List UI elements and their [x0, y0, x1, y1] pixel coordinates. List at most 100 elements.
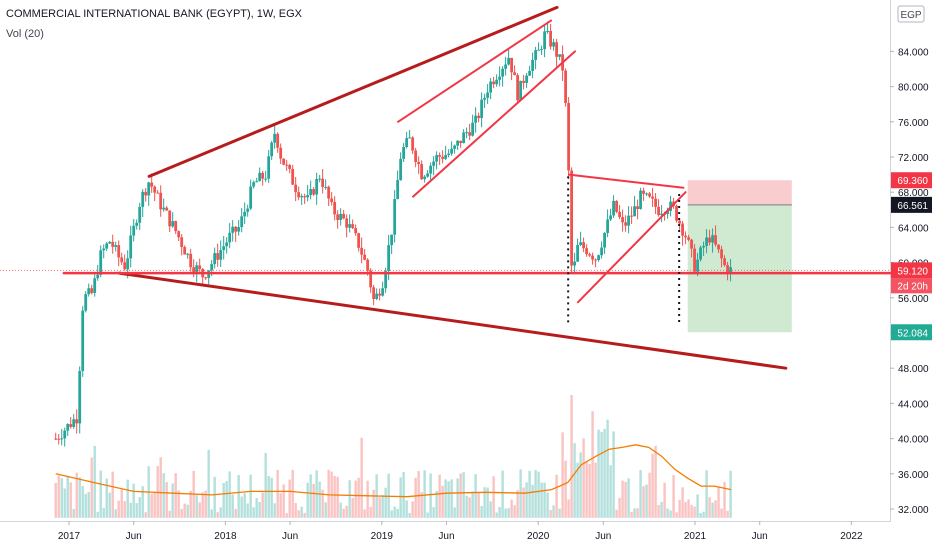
volume-bar	[708, 497, 711, 518]
candle-body	[147, 182, 151, 196]
candle-body	[105, 243, 109, 249]
volume-bar	[606, 419, 609, 518]
price-label-entry	[891, 196, 932, 213]
volume-bar	[360, 437, 363, 518]
candle-body	[636, 206, 639, 209]
volume-bar	[126, 479, 129, 518]
volume-bar	[537, 471, 540, 518]
volume-bar	[654, 445, 657, 518]
time-tick-label: Jun	[752, 531, 768, 542]
candle-body	[627, 215, 630, 226]
volume-bar	[90, 457, 93, 518]
volume-bar	[705, 470, 708, 518]
candle-body	[393, 199, 397, 235]
candle-body	[528, 70, 532, 76]
candle-body	[447, 153, 451, 156]
candle-body	[624, 222, 627, 226]
volume-bar	[342, 508, 345, 518]
candle-body	[519, 80, 523, 101]
stop-loss-zone	[687, 180, 792, 205]
candle-body	[648, 193, 651, 197]
volume-bar	[165, 482, 168, 518]
candle-body	[339, 213, 343, 220]
candle-body	[195, 265, 199, 273]
volume-bar	[726, 510, 729, 518]
candle-body	[204, 277, 208, 279]
volume-bar	[729, 470, 732, 518]
volume-bar	[219, 507, 222, 518]
volume-bar	[528, 470, 531, 518]
volume-bar	[678, 499, 681, 518]
candle-body	[540, 49, 544, 51]
candle-body	[183, 247, 187, 255]
time-tick-label: Jun	[438, 531, 454, 542]
candle-body	[267, 156, 271, 179]
candle-body	[276, 133, 280, 148]
candle-body	[429, 165, 433, 174]
candle-body	[102, 248, 106, 251]
candle-body	[564, 70, 568, 104]
volume-bar	[276, 469, 279, 518]
volume-bar	[246, 503, 249, 518]
candle-body	[552, 42, 556, 47]
volume-bar	[408, 513, 411, 518]
candle-body	[588, 254, 591, 256]
price-tick-label: 84.000	[898, 47, 929, 58]
candle-body	[72, 419, 76, 427]
candle-body	[492, 81, 496, 85]
candle-body	[372, 287, 376, 300]
candle-body	[135, 222, 139, 226]
candle-body	[99, 250, 103, 275]
candle-body	[318, 178, 322, 180]
volume-bar	[390, 510, 393, 518]
candle-body	[174, 221, 178, 232]
candle-body	[501, 68, 505, 77]
volume-bar	[222, 483, 225, 518]
volume-bar	[657, 505, 660, 518]
candle-body	[180, 237, 184, 248]
candle-body	[666, 210, 669, 215]
volume-bar	[522, 487, 525, 518]
volume-bar	[411, 501, 414, 518]
channel-upper-line	[397, 19, 553, 123]
volume-bar	[186, 504, 189, 518]
volume-bar	[294, 503, 297, 518]
volume-bar	[402, 471, 405, 518]
candle-body	[660, 213, 663, 216]
price-tick-label: 48.000	[898, 364, 929, 375]
candle-body	[108, 241, 112, 244]
time-tick-label: 2019	[371, 531, 394, 542]
volume-bar	[573, 443, 576, 518]
candle-body	[498, 76, 502, 80]
time-tick-label: Jun	[126, 531, 142, 542]
candle-body	[330, 198, 334, 203]
candle-body	[378, 293, 382, 296]
volume-bar	[423, 470, 426, 518]
volume-bar	[105, 478, 108, 518]
candle-body	[642, 190, 645, 194]
volume-bar	[63, 488, 66, 518]
candle-body	[537, 49, 541, 51]
candles	[54, 21, 732, 447]
candle-body	[303, 196, 307, 198]
volume-bar	[534, 470, 537, 518]
candle-body	[189, 253, 193, 268]
volume-bar	[558, 508, 561, 518]
volume-bar	[384, 487, 387, 518]
candle-body	[90, 288, 94, 293]
volume-bar	[579, 452, 582, 518]
volume-bar	[363, 509, 366, 518]
candle-body	[213, 253, 217, 265]
candle-body	[453, 145, 457, 149]
volume-bar	[714, 500, 717, 518]
channel-lower-line	[412, 50, 577, 198]
volume-bar	[357, 477, 360, 518]
candle-body	[600, 247, 603, 256]
volume-bar	[417, 471, 420, 518]
candle-body	[375, 293, 379, 300]
candle-body	[690, 239, 693, 249]
volume-bar	[195, 495, 198, 518]
candle-body	[720, 249, 723, 259]
